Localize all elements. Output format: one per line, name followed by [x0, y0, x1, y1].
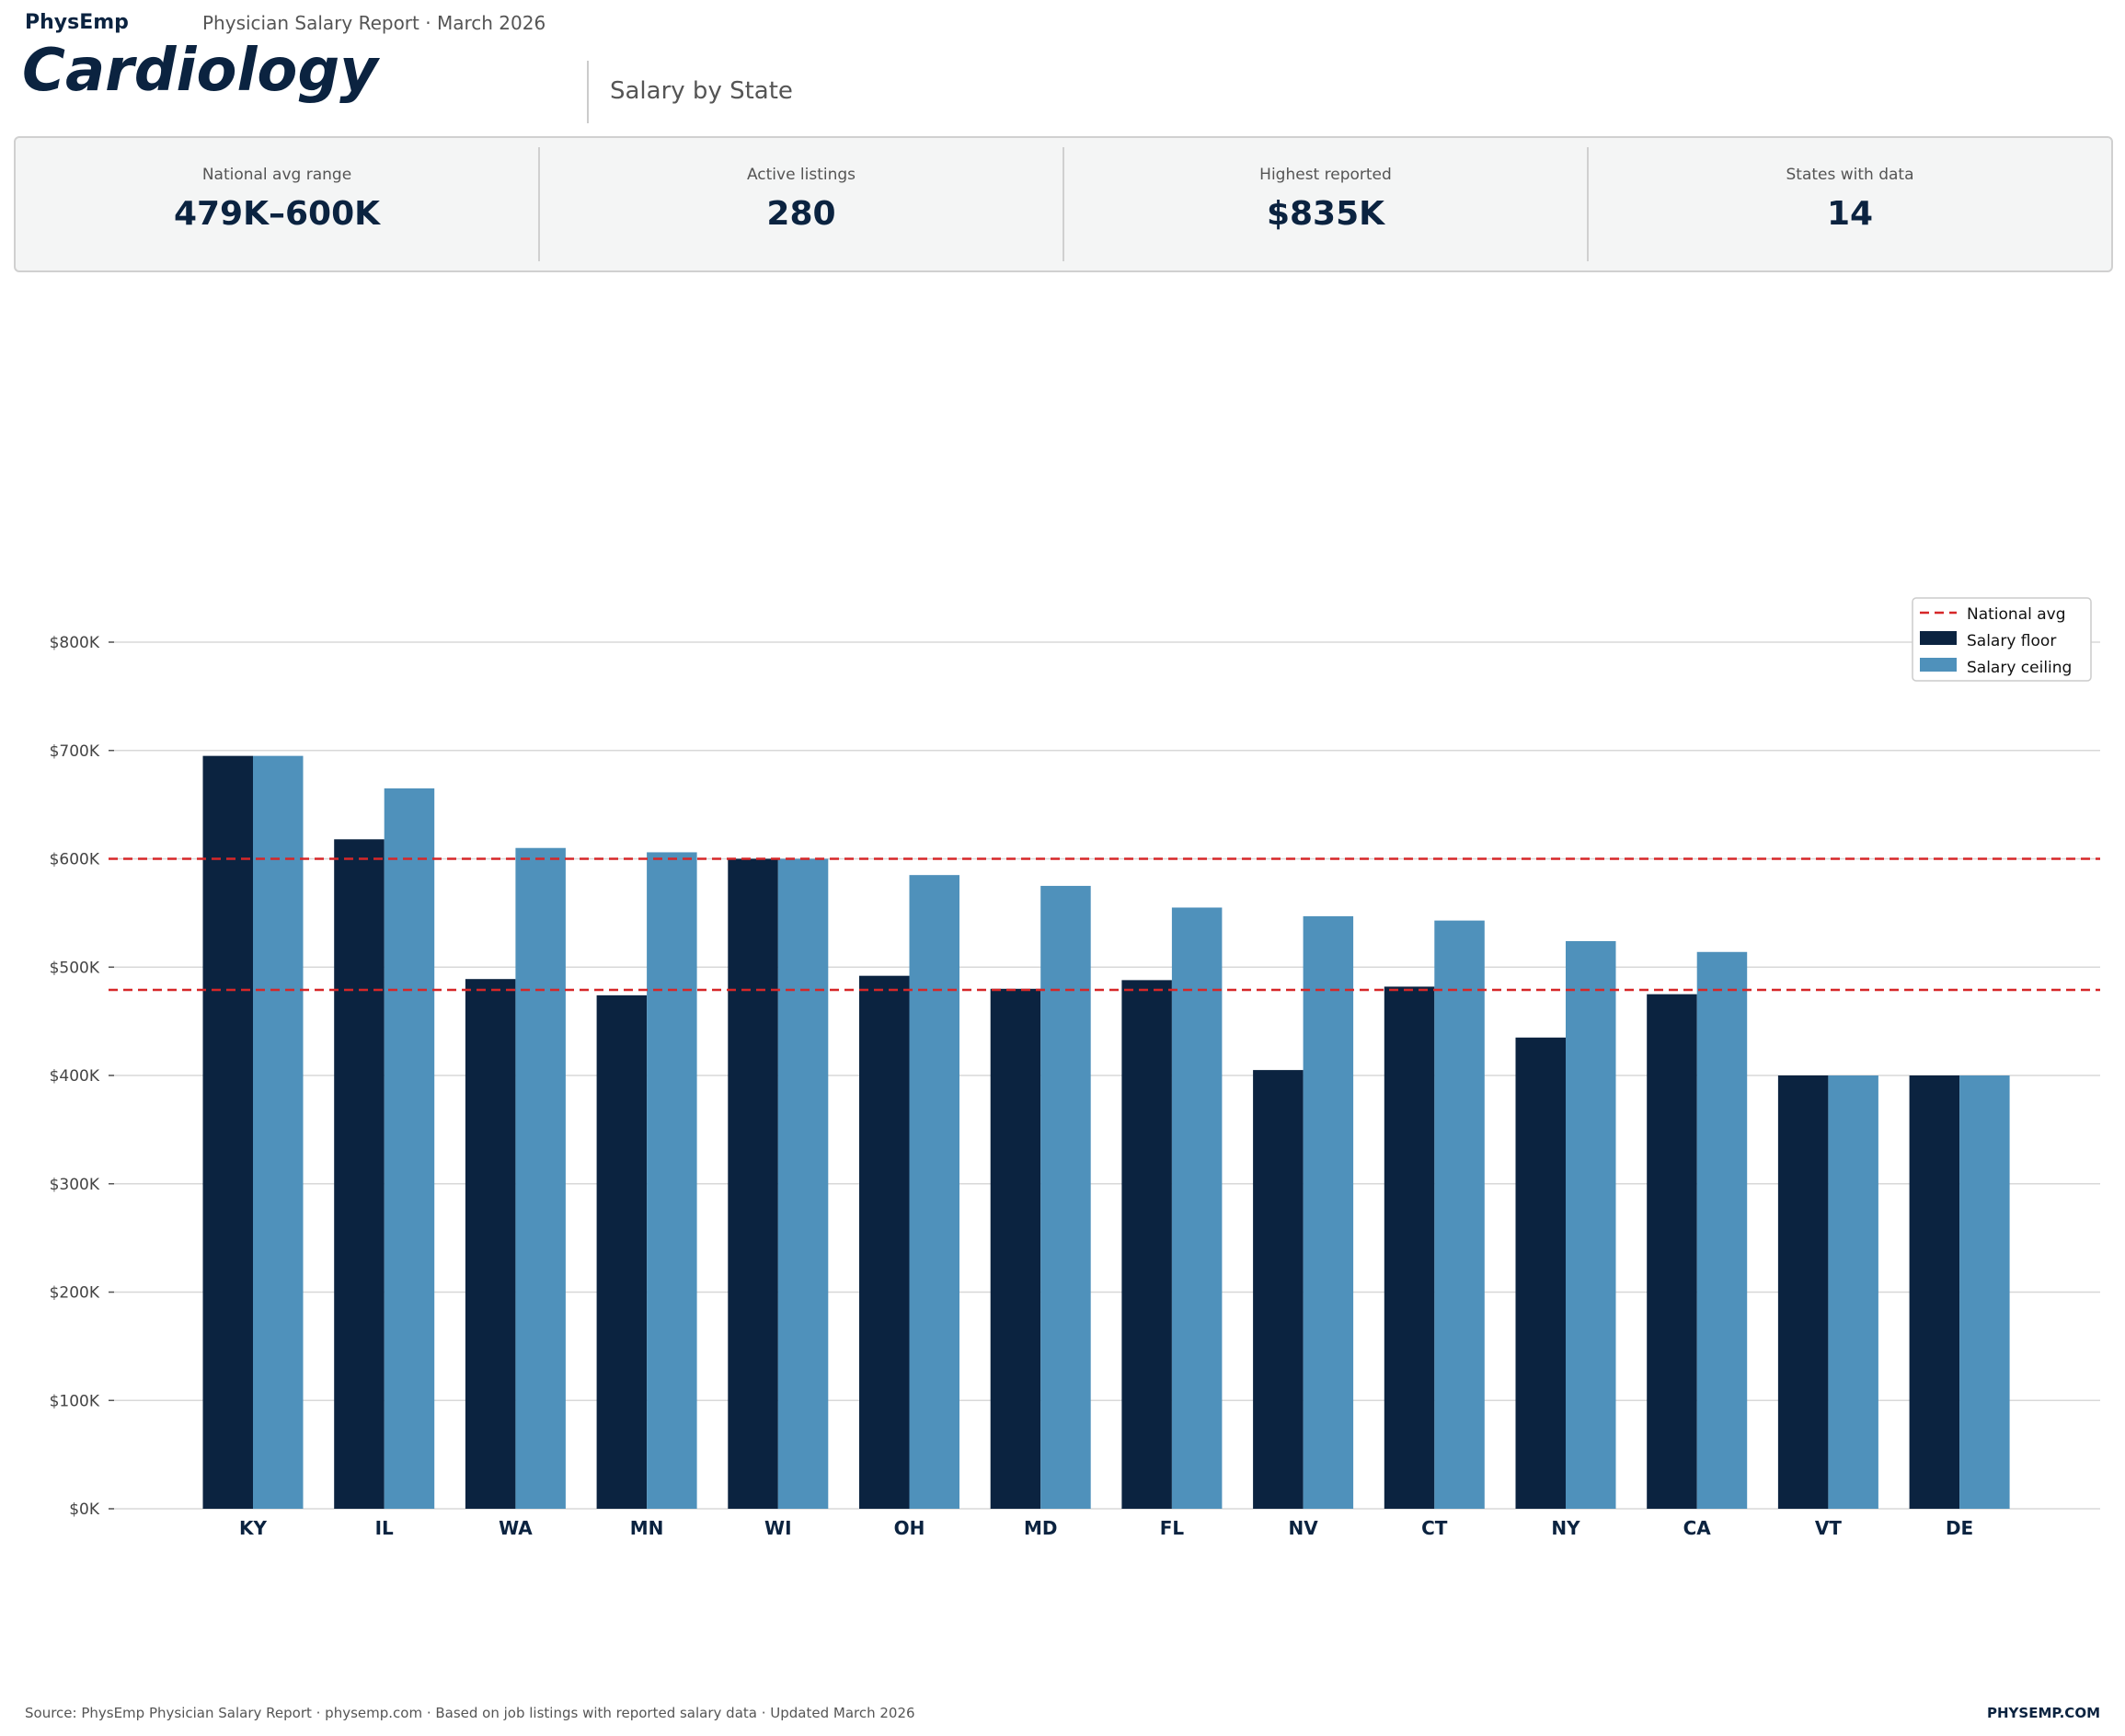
bar-ceiling-il [384, 788, 435, 1509]
x-tick-label: KY [239, 1517, 267, 1539]
bar-floor-nv [1253, 1070, 1304, 1509]
bar-floor-md [990, 988, 1041, 1509]
bar-floor-ca [1647, 994, 1697, 1509]
bar-floor-ny [1515, 1037, 1566, 1509]
stat-value: 479K–600K [173, 195, 381, 233]
x-tick-label: MD [1024, 1517, 1058, 1539]
y-tick-label: $600K [50, 851, 100, 869]
bar-floor-wa [465, 979, 516, 1509]
x-tick-label: WI [764, 1517, 792, 1539]
x-tick-label: VT [1815, 1517, 1842, 1539]
y-tick-label: $500K [50, 959, 100, 977]
stat-label: National avg range [201, 166, 352, 184]
bar-ceiling-fl [1171, 907, 1223, 1509]
stat-active-listings: Active listings 280 [540, 147, 1064, 261]
salary-bar-chart: $0K $100K $200K $300K $400K $500K $600K $700K $8… [50, 597, 2100, 1539]
page-title: Cardiology [22, 37, 378, 105]
bar-floor-vt [1777, 1075, 1829, 1509]
stat-highest: Highest reported $835K [1064, 147, 1589, 261]
brand-logo: PhysEmp [25, 11, 129, 34]
stat-value: $835K [1266, 195, 1385, 233]
stats-panel: National avg range 479K–600K Active list… [14, 136, 2113, 272]
stat-label: States with data [1786, 166, 1914, 184]
y-tick-label: $300K [50, 1176, 100, 1194]
y-tick-label: $0K [69, 1500, 100, 1519]
legend-swatch-floor [1920, 631, 1957, 645]
x-tick-label: IL [375, 1517, 394, 1539]
report-label: Physician Salary Report · March 2026 [202, 12, 546, 34]
x-tick-label: FL [1160, 1517, 1185, 1539]
x-tick-label: NY [1551, 1517, 1580, 1539]
bar-ceiling-nv [1303, 915, 1354, 1509]
legend-swatch-ceiling [1920, 658, 1957, 672]
stat-label: Active listings [746, 166, 856, 184]
stat-value: 280 [766, 195, 836, 233]
bar-ceiling-ct [1434, 920, 1485, 1509]
bar-ceiling-ky [253, 755, 304, 1509]
legend-label: National avg [1967, 605, 2066, 624]
bar-ceiling-ny [1566, 940, 1616, 1509]
bar-ceiling-de [1959, 1075, 2010, 1509]
bar-floor-oh [859, 975, 910, 1509]
legend-box [1912, 597, 2092, 682]
stat-label: Highest reported [1259, 166, 1392, 184]
bar-ceiling-ca [1696, 951, 1748, 1509]
bar-ceiling-wa [515, 847, 566, 1509]
y-tick-label: $700K [50, 742, 100, 761]
bar-floor-wi [728, 858, 778, 1509]
stat-national-avg: National avg range 479K–600K [16, 147, 540, 261]
stat-states: States with data 14 [1589, 147, 2111, 261]
bar-ceiling-wi [777, 858, 829, 1509]
legend-label: Salary floor [1967, 632, 2056, 650]
y-tick-label: $100K [50, 1392, 100, 1410]
bar-ceiling-md [1040, 885, 1091, 1509]
bar-floor-mn [596, 994, 648, 1509]
y-tick-label: $200K [50, 1284, 100, 1303]
x-tick-label: WA [499, 1517, 533, 1539]
page-subtitle: Salary by State [610, 77, 793, 105]
stat-value: 14 [1826, 195, 1874, 233]
header-divider [587, 61, 589, 123]
y-tick-label: $800K [50, 634, 100, 652]
bar-ceiling-mn [647, 852, 697, 1509]
x-tick-label: NV [1288, 1517, 1318, 1539]
y-tick-label: $400K [50, 1067, 100, 1086]
bar-floor-fl [1121, 980, 1172, 1509]
x-tick-label: OH [894, 1517, 925, 1539]
bar-floor-ct [1384, 986, 1435, 1509]
bar-ceiling-oh [909, 875, 959, 1509]
x-tick-label: CA [1683, 1517, 1712, 1539]
bar-floor-ky [202, 755, 253, 1509]
legend-label: Salary ceiling [1967, 659, 2072, 677]
x-tick-label: CT [1421, 1517, 1448, 1539]
footer-source: Source: PhysEmp Physician Salary Report … [25, 1705, 915, 1721]
x-tick-label: DE [1946, 1517, 1973, 1539]
bar-floor-de [1909, 1075, 1960, 1509]
footer-brand: PHYSEMP.COM [1986, 1705, 2100, 1721]
bar-floor-il [334, 839, 385, 1509]
bar-ceiling-vt [1828, 1075, 1878, 1509]
x-tick-label: MN [630, 1517, 664, 1539]
